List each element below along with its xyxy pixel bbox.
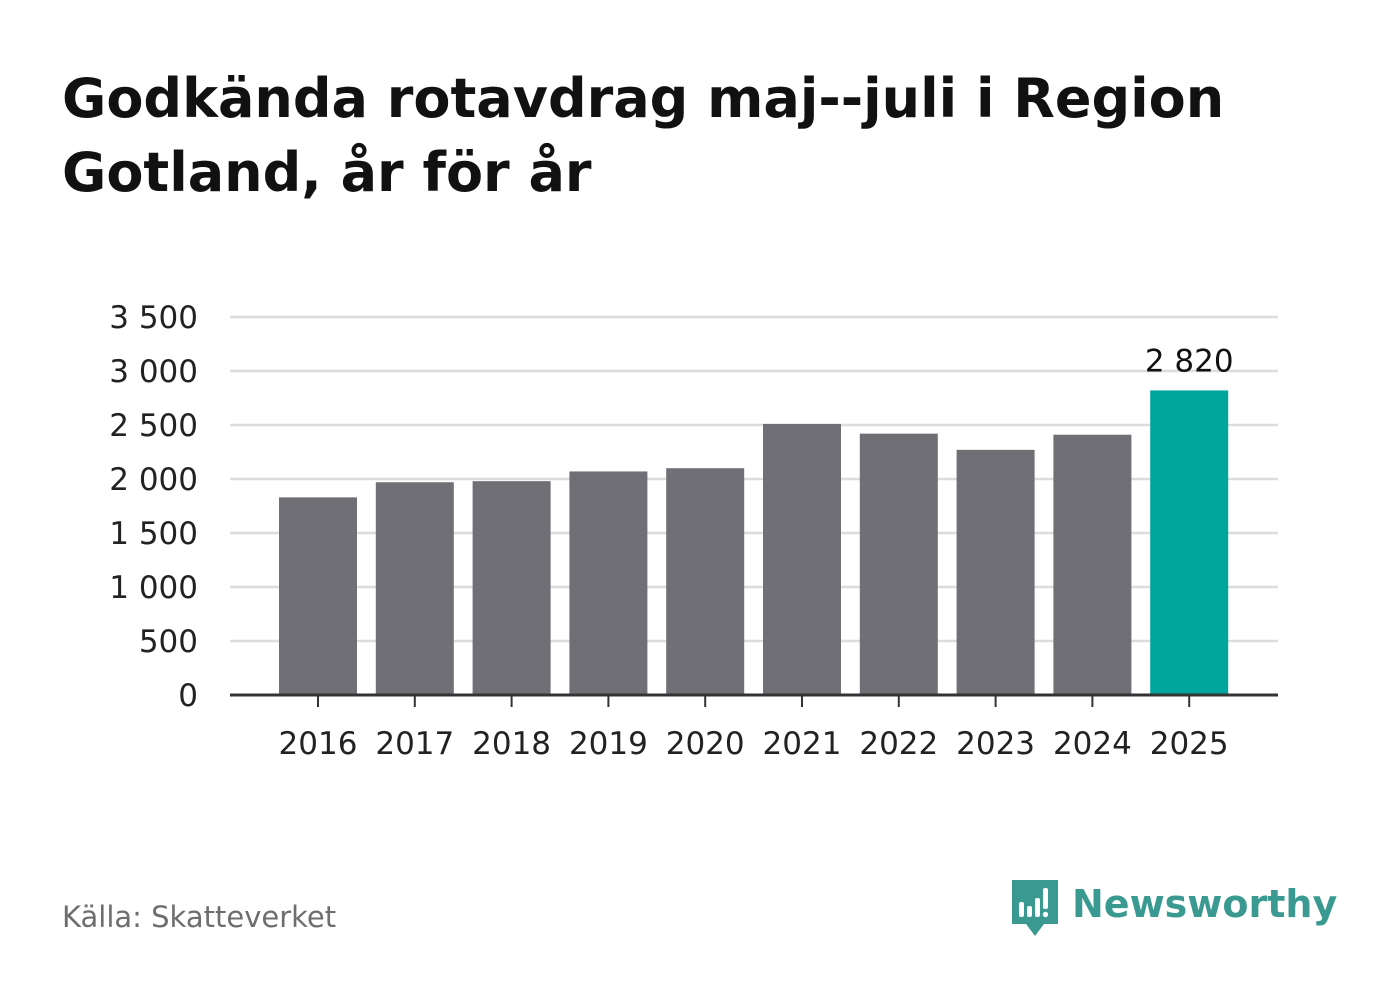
y-tick-label: 1 000 bbox=[109, 570, 198, 606]
y-tick-label: 1 500 bbox=[109, 516, 198, 552]
newsworthy-logo-icon bbox=[1012, 880, 1058, 936]
bars bbox=[279, 390, 1229, 695]
chart-title: Godkända rotavdrag maj--juli i Region Go… bbox=[62, 67, 1225, 204]
x-tick-label: 2020 bbox=[666, 726, 745, 762]
source-note: Källa: Skatteverket bbox=[62, 900, 337, 934]
bar-2023 bbox=[956, 449, 1035, 695]
bar-2018 bbox=[472, 481, 551, 695]
x-tick-label: 2025 bbox=[1150, 726, 1229, 762]
x-tick-label: 2024 bbox=[1053, 726, 1132, 762]
y-tick-label: 500 bbox=[139, 624, 198, 660]
x-tick-label: 2019 bbox=[569, 726, 648, 762]
bar-2022 bbox=[859, 433, 938, 695]
x-tick-label: 2018 bbox=[472, 726, 551, 762]
y-tick-label: 2 000 bbox=[109, 462, 198, 498]
bar-2017 bbox=[375, 482, 454, 695]
x-tick-label: 2016 bbox=[279, 726, 358, 762]
bar-2016 bbox=[279, 497, 357, 695]
bar-2024 bbox=[1053, 434, 1132, 695]
y-tick-label: 3 000 bbox=[109, 354, 198, 390]
bar-2020 bbox=[666, 468, 745, 695]
x-tick-label: 2017 bbox=[375, 726, 454, 762]
x-axis: 2016 2017 2018 2019 2020 2021 2022 2023 2024 2025 bbox=[230, 693, 1278, 762]
bar-2019 bbox=[569, 471, 648, 695]
data-labels: 2 820 bbox=[1145, 343, 1234, 379]
bar-2021 bbox=[763, 423, 841, 695]
x-tick-label: 2023 bbox=[956, 726, 1035, 762]
bar-2025 bbox=[1150, 390, 1229, 695]
y-tick-label: 2 500 bbox=[109, 408, 198, 444]
x-tick-label: 2021 bbox=[763, 726, 842, 762]
brand-logo: Newsworthy bbox=[1010, 878, 1337, 940]
y-tick-label: 0 bbox=[178, 678, 198, 714]
data-label: 2 820 bbox=[1145, 343, 1234, 379]
y-tick-label: 3 500 bbox=[109, 300, 198, 336]
x-tick-label: 2022 bbox=[859, 726, 938, 762]
brand-name: Newsworthy bbox=[1072, 882, 1338, 926]
y-axis-ticks: 0 500 1 000 1 500 2 000 2 500 3 000 3 500 bbox=[109, 300, 198, 714]
